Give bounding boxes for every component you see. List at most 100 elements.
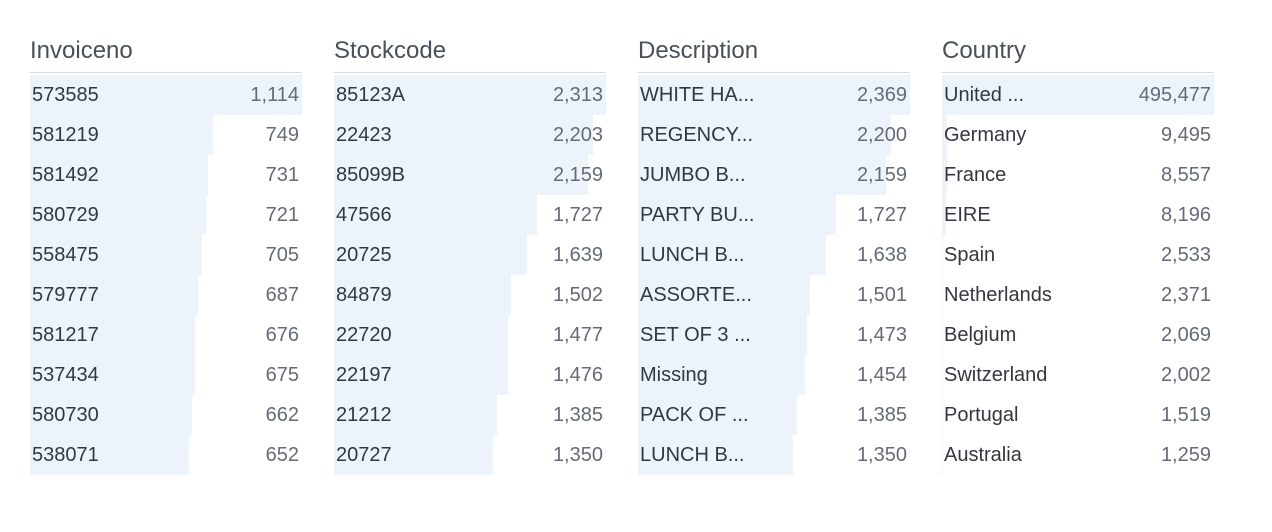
value-count: 8,196 xyxy=(1160,203,1211,226)
field-column-description: Description WHITE HA... 2,369 REGENCY... 2,… xyxy=(638,36,910,475)
value-count: 1,114 xyxy=(250,83,299,106)
top-value-row: 20727 1,350 xyxy=(334,435,606,475)
value-frequency-bar xyxy=(942,275,944,315)
row-content: LUNCH B... 1,350 xyxy=(638,435,910,475)
value-label: 558475 xyxy=(32,243,99,266)
value-count: 1,727 xyxy=(856,203,907,226)
value-frequency-bar xyxy=(334,155,588,195)
value-count: 2,159 xyxy=(856,163,907,186)
top-value-row: LUNCH B... 1,638 xyxy=(638,235,910,275)
value-frequency-bar xyxy=(942,155,947,195)
row-content: REGENCY... 2,200 xyxy=(638,115,910,155)
value-label: 22720 xyxy=(336,323,392,346)
top-values-list: United ... 495,477 Germany 9,495 France 8,557… xyxy=(942,75,1214,475)
row-content: 85099B 2,159 xyxy=(334,155,606,195)
value-frequency-bar xyxy=(30,395,192,435)
row-content: 573585 1,114 xyxy=(30,75,302,115)
column-header-invoiceno: Invoiceno xyxy=(30,36,302,73)
top-value-row: 580730 662 xyxy=(30,395,302,435)
row-content: Netherlands 2,371 xyxy=(942,275,1214,315)
row-content: 538071 652 xyxy=(30,435,302,475)
value-frequency-bar xyxy=(334,235,527,275)
value-label: Belgium xyxy=(944,323,1017,346)
value-frequency-bar xyxy=(30,195,207,235)
value-count: 1,454 xyxy=(856,363,907,386)
top-value-row: 580729 721 xyxy=(30,195,302,235)
row-content: 47566 1,727 xyxy=(334,195,606,235)
value-label: 581217 xyxy=(32,323,99,346)
row-content: 20727 1,350 xyxy=(334,435,606,475)
value-label: 579777 xyxy=(32,283,99,306)
value-frequency-bar xyxy=(334,275,511,315)
value-count: 8,557 xyxy=(1160,163,1211,186)
value-frequency-bar xyxy=(942,75,1214,115)
value-label: 581219 xyxy=(32,123,99,146)
value-frequency-bar xyxy=(30,355,195,395)
value-label: 21212 xyxy=(336,403,392,426)
value-label: PACK OF ... xyxy=(640,403,749,426)
value-count: 705 xyxy=(265,243,299,266)
row-content: Belgium 2,069 xyxy=(942,315,1214,355)
value-label: 538071 xyxy=(32,443,99,466)
top-value-row: 581492 731 xyxy=(30,155,302,195)
top-value-row: LUNCH B... 1,350 xyxy=(638,435,910,475)
top-value-row: 84879 1,502 xyxy=(334,275,606,315)
top-value-row: Belgium 2,069 xyxy=(942,315,1214,355)
value-count: 721 xyxy=(265,203,299,226)
value-label: EIRE xyxy=(944,203,991,226)
top-value-row: Portugal 1,519 xyxy=(942,395,1214,435)
row-content: Missing 1,454 xyxy=(638,355,910,395)
value-frequency-bar xyxy=(638,435,793,475)
top-value-row: PARTY BU... 1,727 xyxy=(638,195,910,235)
value-count: 676 xyxy=(265,323,299,346)
value-frequency-bar xyxy=(30,435,190,475)
value-frequency-bar xyxy=(638,115,891,155)
top-value-row: 581219 749 xyxy=(30,115,302,155)
value-label: Germany xyxy=(944,123,1027,146)
value-label: United ... xyxy=(944,83,1025,106)
top-value-row: REGENCY... 2,200 xyxy=(638,115,910,155)
column-header-country: Country xyxy=(942,36,1214,73)
row-content: 21212 1,385 xyxy=(334,395,606,435)
top-value-row: 558475 705 xyxy=(30,235,302,275)
value-count: 1,638 xyxy=(856,243,907,266)
top-value-row: 22423 2,203 xyxy=(334,115,606,155)
row-content: 84879 1,502 xyxy=(334,275,606,315)
value-label: REGENCY... xyxy=(640,123,753,146)
value-label: PARTY BU... xyxy=(640,203,755,226)
top-value-row: 573585 1,114 xyxy=(30,75,302,115)
value-count: 2,313 xyxy=(552,83,603,106)
value-count: 749 xyxy=(265,123,299,146)
value-count: 1,519 xyxy=(1160,403,1211,426)
value-count: 2,369 xyxy=(856,83,907,106)
row-content: United ... 495,477 xyxy=(942,75,1214,115)
row-content: 20725 1,639 xyxy=(334,235,606,275)
top-value-row: 581217 676 xyxy=(30,315,302,355)
top-value-row: Australia 1,259 xyxy=(942,435,1214,475)
value-label: LUNCH B... xyxy=(640,443,745,466)
row-content: 581217 676 xyxy=(30,315,302,355)
value-label: Australia xyxy=(944,443,1022,466)
value-count: 652 xyxy=(265,443,299,466)
row-content: France 8,557 xyxy=(942,155,1214,195)
row-content: 581492 731 xyxy=(30,155,302,195)
top-value-row: 47566 1,727 xyxy=(334,195,606,235)
top-value-row: Spain 2,533 xyxy=(942,235,1214,275)
value-frequency-bar xyxy=(638,235,827,275)
value-count: 662 xyxy=(265,403,299,426)
value-frequency-bar xyxy=(942,315,944,355)
top-value-row: JUMBO B... 2,159 xyxy=(638,155,910,195)
value-count: 1,477 xyxy=(552,323,603,346)
value-label: JUMBO B... xyxy=(640,163,746,186)
value-label: Missing xyxy=(640,363,708,386)
value-label: 580730 xyxy=(32,403,99,426)
field-column-stockcode: Stockcode 85123A 2,313 22423 2,203 85099B 2,1… xyxy=(334,36,606,475)
value-label: 47566 xyxy=(336,203,392,226)
value-count: 675 xyxy=(265,363,299,386)
top-value-row: PACK OF ... 1,385 xyxy=(638,395,910,435)
value-count: 1,476 xyxy=(552,363,603,386)
value-label: 20725 xyxy=(336,243,392,266)
top-value-row: 537434 675 xyxy=(30,355,302,395)
value-count: 1,350 xyxy=(856,443,907,466)
value-count: 1,385 xyxy=(552,403,603,426)
